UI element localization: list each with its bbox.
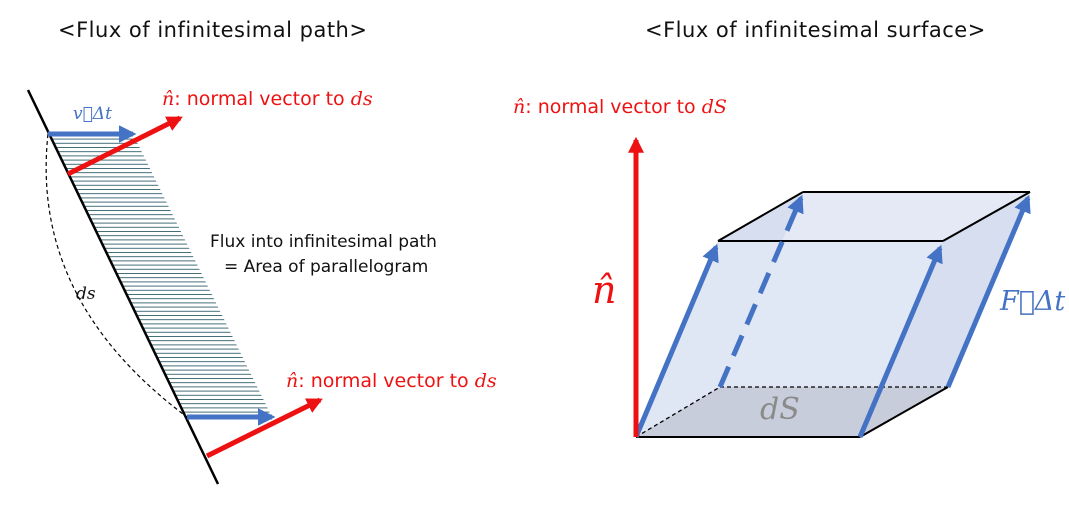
parallelogram-hatch [48, 134, 272, 417]
flux-explanation: Flux into infinitesimal path = Area of p… [210, 230, 437, 280]
path-line [26, 89, 220, 485]
normal-label-bottom: n̂: normal vector to ds [286, 370, 497, 392]
flux-arrow-front-right [857, 244, 943, 438]
velocity-label: v⃗Δt [73, 104, 112, 124]
dS-target: dS [701, 96, 727, 118]
right-diagram [627, 136, 1031, 438]
normal-label-text: : normal vector to [174, 88, 351, 110]
left-diagram [26, 89, 323, 485]
normal-label-top: n̂: normal vector to ds [162, 88, 373, 110]
velocity-label-text: v⃗Δt [73, 104, 112, 124]
box-right-face [860, 192, 1030, 437]
n-hat-symbol: n̂ [513, 96, 526, 118]
normal-label-surface: n̂: normal vector to dS [513, 96, 727, 118]
flux-arrow-back-right [945, 194, 1031, 388]
normal-label-text: : normal vector to [525, 96, 702, 118]
ds-target: ds [350, 88, 373, 110]
f-delta-t-label: F⃗Δt [1000, 286, 1066, 317]
base-surface-dS [636, 387, 948, 437]
flux-arrow-front-left [633, 243, 719, 438]
left-title: <Flux of infinitesimal path> [58, 18, 368, 42]
edge-base-right [859, 386, 949, 438]
n-hat-large: n̂ [592, 268, 617, 312]
n-hat-symbol: n̂ [162, 88, 175, 110]
normal-arrow-bottom [205, 397, 323, 459]
right-title: <Flux of infinitesimal surface> [645, 18, 986, 42]
n-hat-symbol: n̂ [286, 370, 299, 392]
normal-arrow-top [66, 115, 183, 177]
flux-arrow-back-dashed [717, 194, 804, 388]
flux-line-2: = Area of parallelogram [224, 257, 429, 277]
flux-line-1: Flux into infinitesimal path [210, 232, 437, 252]
ds-arc-label: ds [76, 284, 96, 304]
hidden-edge-back-left [635, 386, 721, 438]
normal-label-text: : normal vector to [298, 370, 475, 392]
dS-surface-label: dS [760, 392, 800, 427]
ds-target: ds [474, 370, 497, 392]
ds-arc [45, 133, 188, 418]
